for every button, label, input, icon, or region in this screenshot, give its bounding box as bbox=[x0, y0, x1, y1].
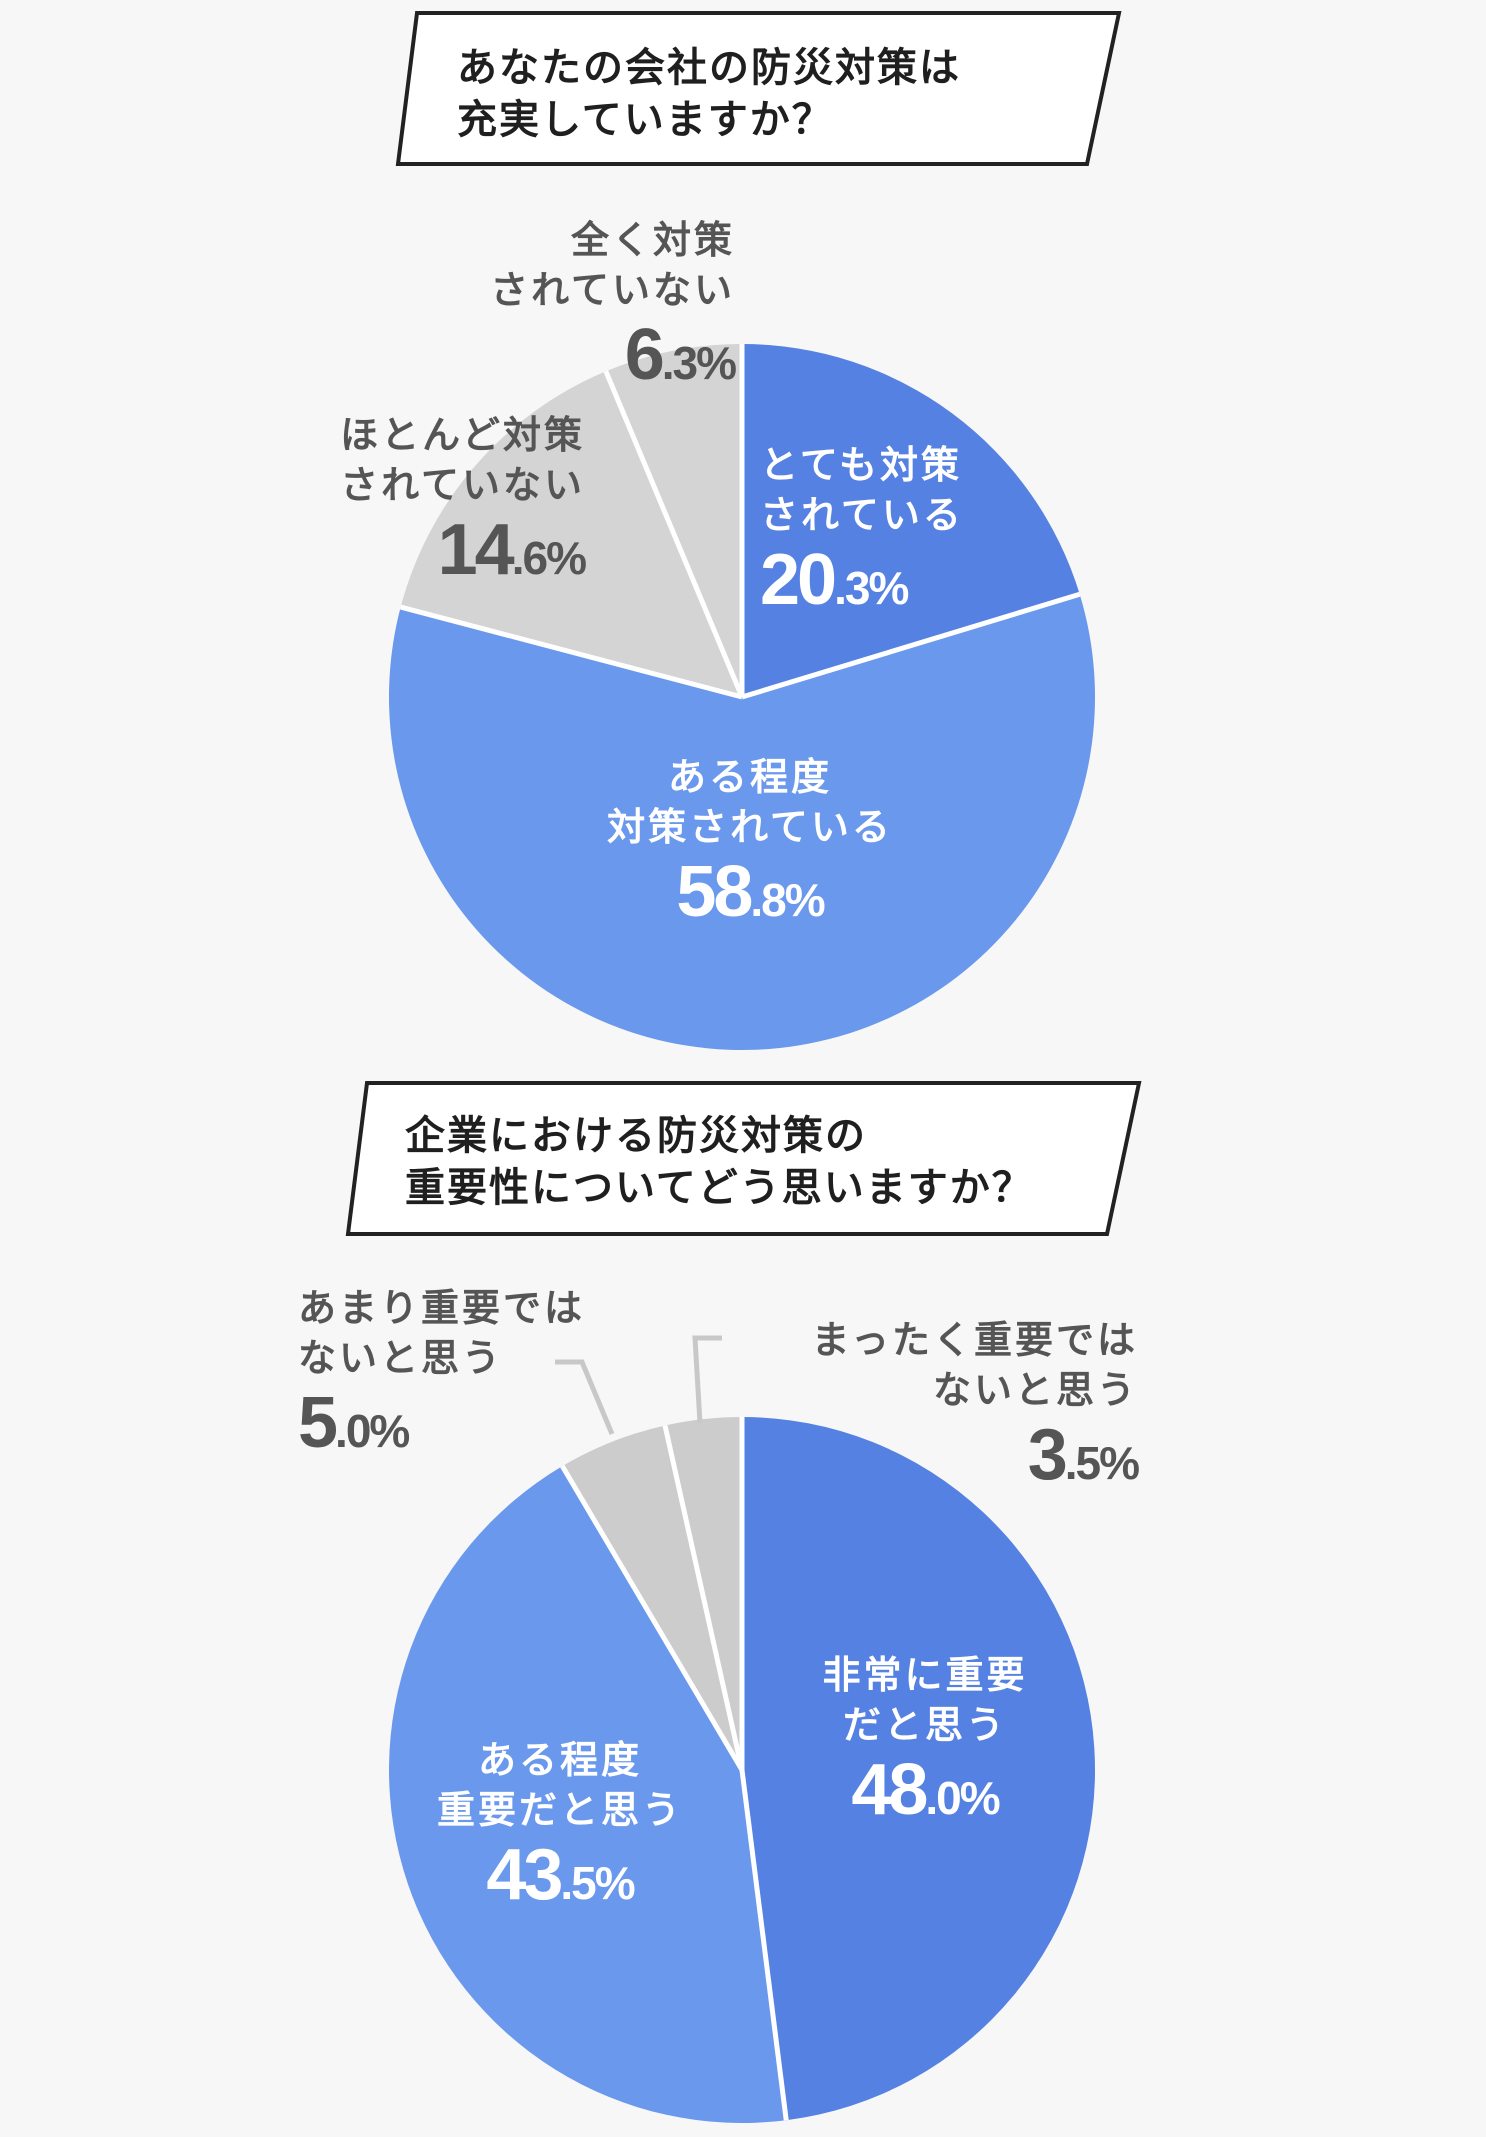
chart2-question: 企業における防災対策の 重要性についてどう思いますか？ bbox=[405, 1113, 1034, 1211]
leader-line bbox=[555, 1359, 615, 1435]
chart2-value-somewhat-important: 43.5% bbox=[486, 1835, 635, 1915]
question-box-frame bbox=[345, 1081, 1142, 1236]
slice-divider bbox=[662, 1424, 745, 1771]
chart1-value-very-prepared: 20.3% bbox=[760, 540, 909, 620]
chart2-label-not-very-important: あまり重要では ないと思う 5.0% bbox=[298, 1286, 586, 1463]
pie-slice bbox=[742, 344, 1080, 697]
chart2-label-somewhat-important: ある程度 重要だと思う 43.5% bbox=[400, 1735, 720, 1911]
slice-divider bbox=[739, 1769, 789, 2121]
chart1-label-somewhat-prepared: ある程度 対策されている 58.8% bbox=[570, 752, 930, 928]
chart1-label-very-prepared: とても対策 されている 20.3% bbox=[760, 443, 964, 620]
chart2-question-box: 企業における防災対策の 重要性についてどう思いますか？ bbox=[345, 1080, 1145, 1240]
pie-slice bbox=[562, 1425, 742, 1770]
pie-slice bbox=[389, 594, 1095, 1050]
chart1-label-mostly-unprepared: ほとんど対策 されていない 14.6% bbox=[290, 410, 587, 590]
slice-divider bbox=[741, 591, 1081, 700]
chart2-value-very-important: 48.0% bbox=[851, 1750, 1000, 1830]
pie-slice bbox=[742, 1417, 1095, 2121]
chart1-question-box: あなたの会社の防災対策は 充実していますか？ bbox=[395, 10, 1125, 170]
leader-line bbox=[692, 1335, 722, 1424]
question-box-frame bbox=[395, 11, 1122, 166]
chart1-value-mostly-unprepared: 14.6% bbox=[437, 510, 587, 590]
chart1-value-not-prepared: 6.3% bbox=[624, 315, 737, 395]
slice-divider bbox=[400, 604, 743, 700]
chart2-label-not-important-at-all: まったく重要では ないと思う 3.5% bbox=[760, 1315, 1140, 1495]
chart2-value-not-very-important: 5.0% bbox=[298, 1383, 410, 1463]
chart1-label-not-prepared: 全く対策 されていない 6.3% bbox=[430, 215, 737, 395]
slice-divider bbox=[560, 1464, 745, 1772]
pie-slice bbox=[605, 344, 742, 697]
pie-slice bbox=[400, 371, 742, 697]
chart1-value-somewhat-prepared: 58.8% bbox=[676, 852, 825, 932]
chart2-value-not-important-at-all: 3.5% bbox=[1027, 1415, 1140, 1495]
chart1-pie bbox=[389, 344, 1095, 1050]
chart1-question: あなたの会社の防災対策は 充実していますか？ bbox=[457, 45, 961, 143]
slice-divider bbox=[603, 370, 745, 698]
chart2-label-very-important: 非常に重要 だと思う 48.0% bbox=[770, 1650, 1080, 1826]
pie-slice bbox=[389, 1466, 787, 2123]
